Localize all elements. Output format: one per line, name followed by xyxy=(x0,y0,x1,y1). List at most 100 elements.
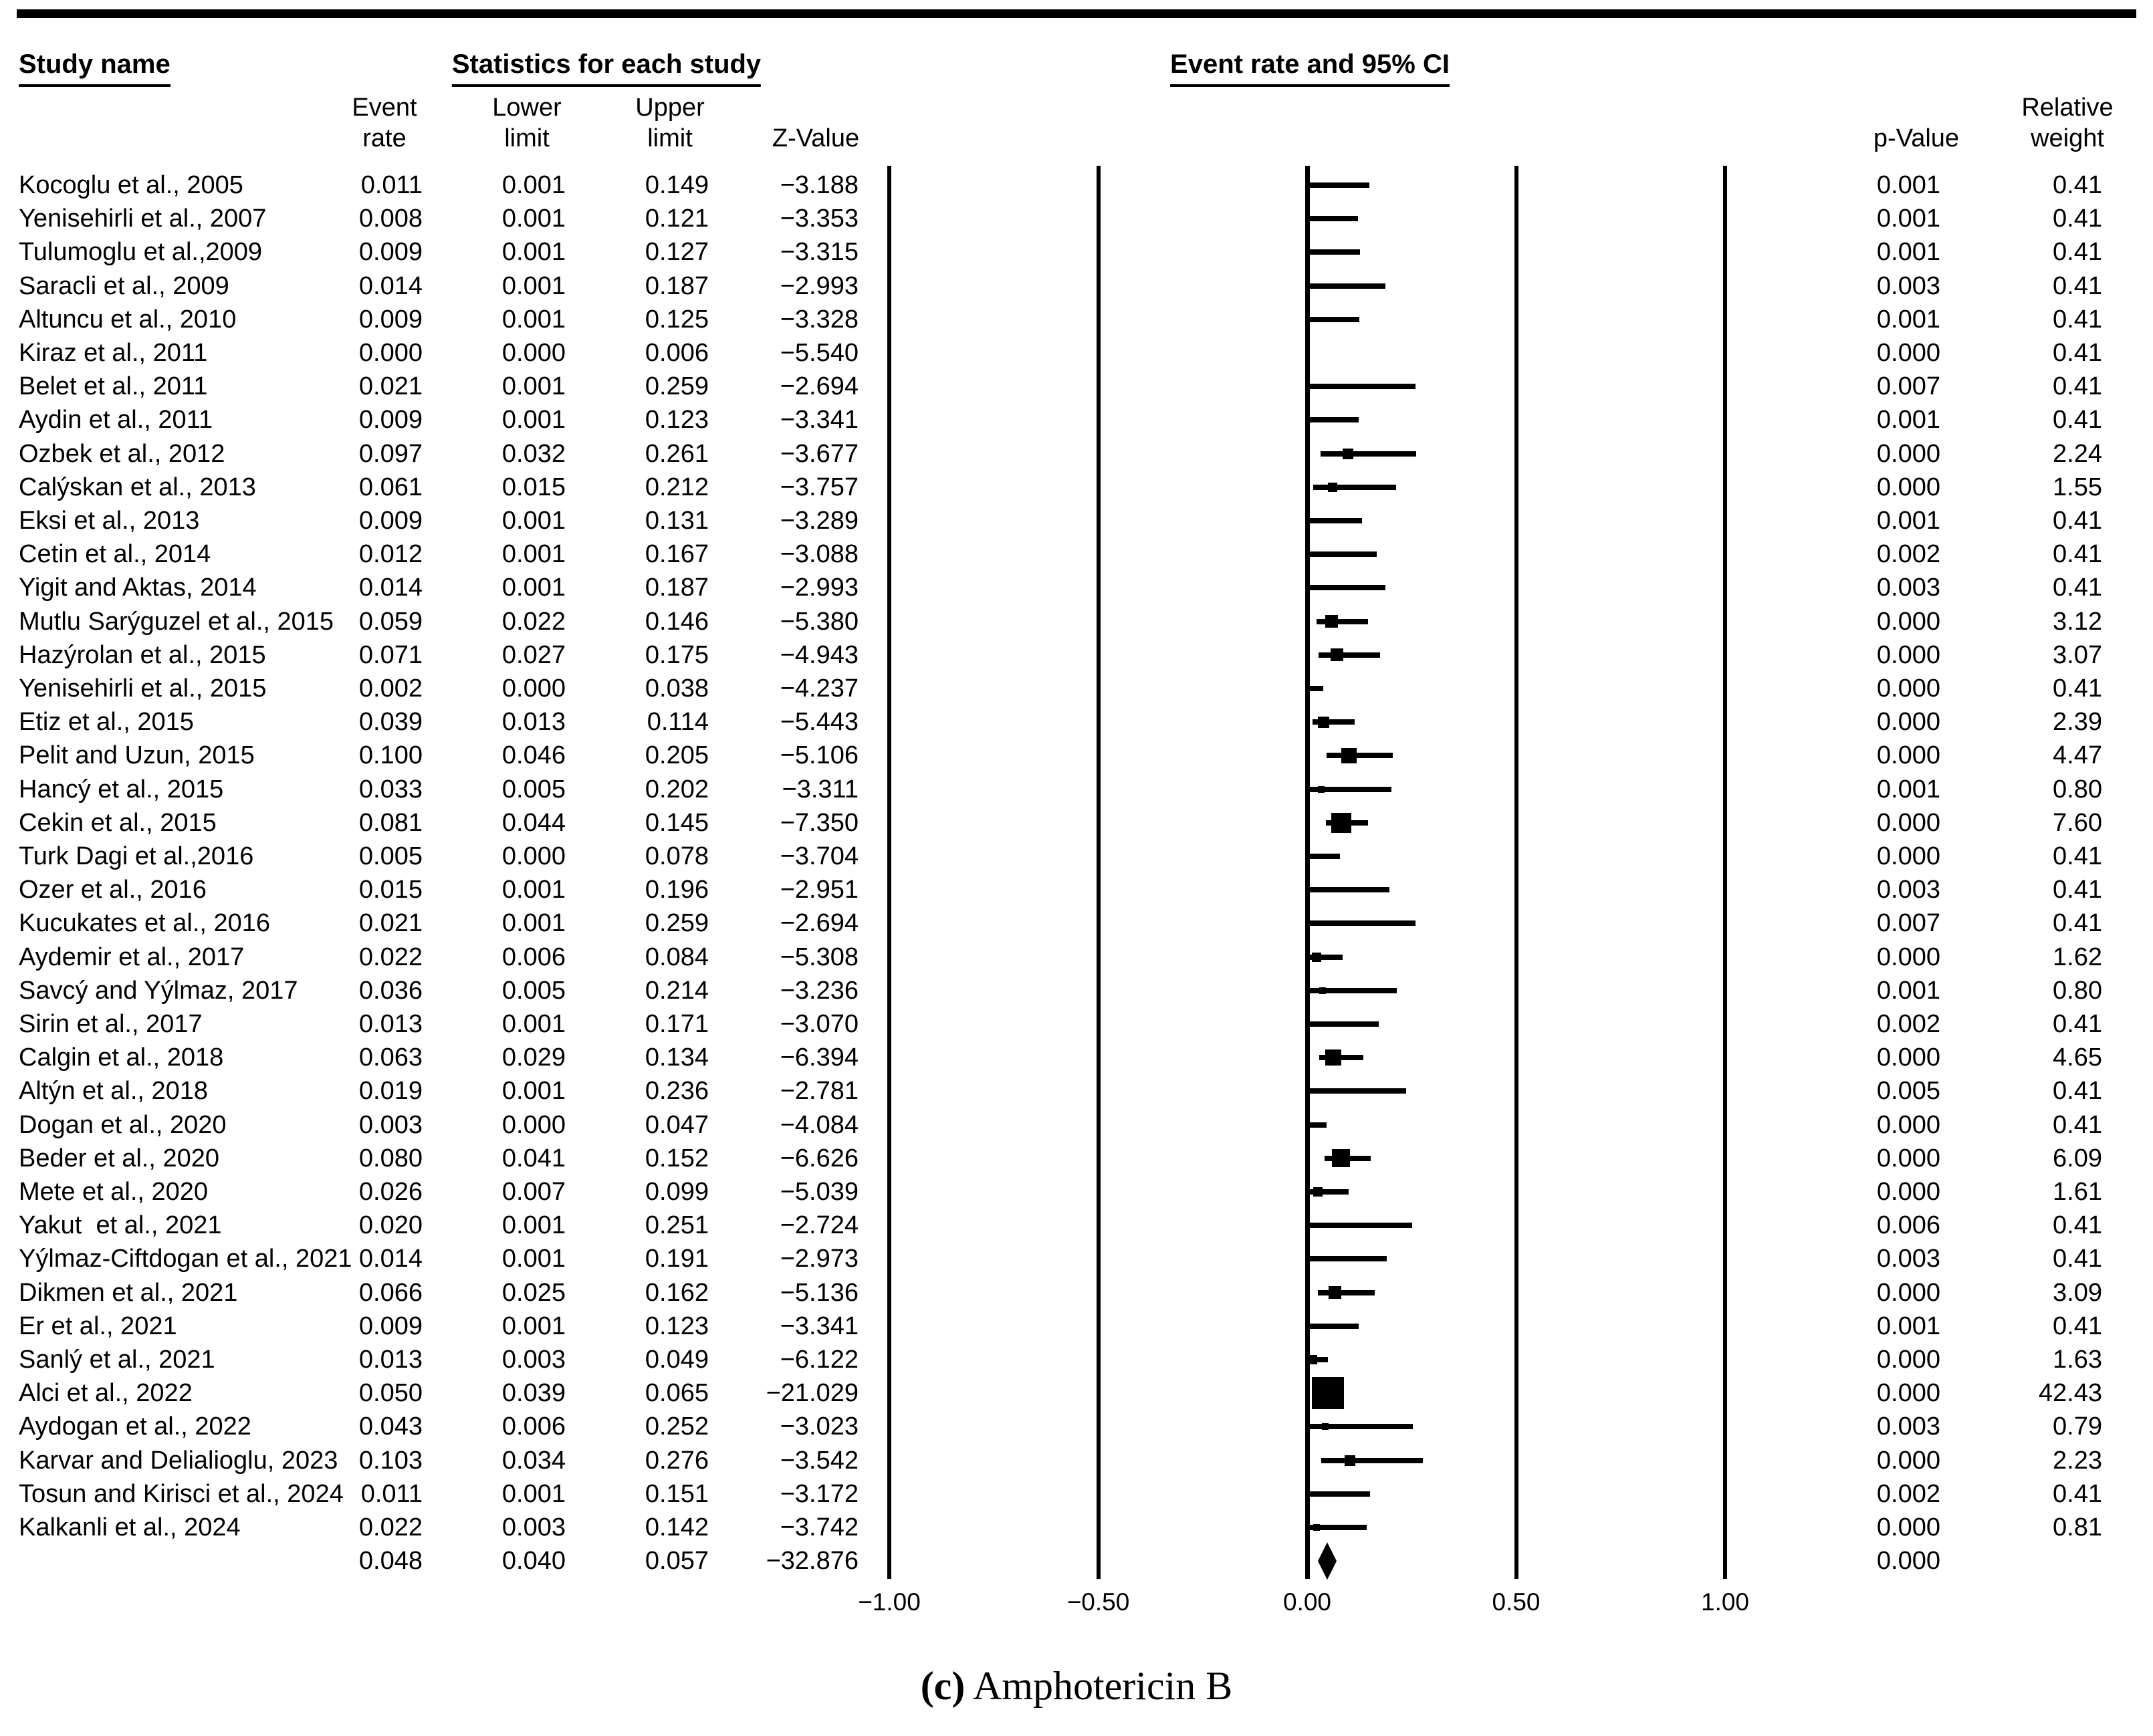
weight-marker xyxy=(1325,1049,1342,1066)
header-statistics: Statistics for each study xyxy=(451,49,762,87)
upper-limit-cell: 0.162 xyxy=(645,1278,709,1307)
upper-limit-cell: 0.276 xyxy=(645,1446,709,1475)
lower-limit-cell: 0.005 xyxy=(501,976,566,1005)
table-row: Beder et al., 2020 0.080 0.041 0.152 −6.626 0… xyxy=(0,1142,2153,1175)
column-header-lower-limit: Lower limit xyxy=(492,94,562,152)
z-value-cell: −6.626 xyxy=(780,1144,859,1172)
ci-line xyxy=(1307,384,1415,390)
relative-weight-cell: 2.24 xyxy=(2053,439,2102,468)
z-value-cell: −3.542 xyxy=(780,1446,859,1475)
table-row: Calgin et al., 2018 0.063 0.029 0.134 −6.394… xyxy=(0,1041,2153,1074)
upper-limit-cell: 0.006 xyxy=(645,339,709,367)
relative-weight-cell: 0.41 xyxy=(2053,1245,2102,1273)
study-name-cell: Altýn et al., 2018 xyxy=(19,1077,209,1106)
z-value-cell: −2.951 xyxy=(780,876,859,904)
ci-line xyxy=(1307,887,1389,893)
summary-diamond xyxy=(1318,1542,1337,1580)
upper-limit-cell: 0.196 xyxy=(645,876,709,904)
table-row: Yenisehirli et al., 2007 0.008 0.001 0.121 −… xyxy=(0,202,2153,235)
study-name-cell: Calýskan et al., 2013 xyxy=(19,473,256,501)
ci-line xyxy=(1307,283,1385,289)
z-value-cell: −7.350 xyxy=(780,808,859,837)
caption-drug: Amphotericin B xyxy=(973,1664,1233,1708)
ci-line xyxy=(1321,1457,1423,1463)
event-rate-cell: 0.009 xyxy=(358,305,423,334)
table-row: Altýn et al., 2018 0.019 0.001 0.236 −2.781 0… xyxy=(0,1074,2153,1108)
lower-limit-cell: 0.001 xyxy=(501,1211,566,1240)
lower-limit-cell: 0.003 xyxy=(501,1346,566,1374)
weight-marker xyxy=(1313,1524,1320,1531)
table-row: Yenisehirli et al., 2015 0.002 0.000 0.038 −… xyxy=(0,672,2153,705)
event-rate-cell: 0.066 xyxy=(358,1278,423,1307)
ci-line xyxy=(1307,686,1323,691)
upper-limit-cell: 0.191 xyxy=(645,1245,709,1273)
axis-line xyxy=(1305,166,1310,1579)
table-row: Cetin et al., 2014 0.012 0.001 0.167 −3.088 0… xyxy=(0,537,2153,571)
upper-limit-cell: 0.134 xyxy=(645,1043,709,1072)
relative-weight-cell: 1.62 xyxy=(2053,943,2102,971)
ci-line xyxy=(1307,1256,1387,1262)
table-row: Belet et al., 2011 0.021 0.001 0.259 −2.694 0… xyxy=(0,370,2153,403)
p-value-cell: 0.007 xyxy=(1876,372,1940,401)
relative-weight-cell: 0.41 xyxy=(2053,372,2102,401)
ci-line xyxy=(1307,1122,1327,1128)
column-header-p-value: p-Value xyxy=(1873,124,1960,152)
relative-weight-cell: 0.41 xyxy=(2053,507,2102,535)
study-name-cell: Calgin et al., 2018 xyxy=(19,1043,224,1072)
upper-limit-cell: 0.149 xyxy=(645,171,709,199)
lower-limit-cell: 0.000 xyxy=(501,674,566,703)
table-row: Mutlu Sarýguzel et al., 2015 0.059 0.022 0.… xyxy=(0,605,2153,638)
upper-limit-cell: 0.202 xyxy=(645,775,709,803)
lower-limit-cell: 0.001 xyxy=(501,372,566,401)
upper-limit-cell: 0.142 xyxy=(645,1513,709,1541)
event-rate-cell: 0.063 xyxy=(358,1043,423,1072)
upper-limit-cell: 0.049 xyxy=(645,1346,709,1374)
p-value-cell: 0.000 xyxy=(1876,1043,1940,1072)
z-value-cell: −3.172 xyxy=(780,1479,859,1508)
ci-line xyxy=(1307,518,1362,523)
axis-tick-label: 0.00 xyxy=(1282,1588,1332,1616)
column-header-upper-limit: Upper limit xyxy=(635,94,705,152)
relative-weight-cell: 0.41 xyxy=(2053,1110,2102,1139)
z-value-cell: −2.993 xyxy=(780,271,859,300)
relative-weight-cell: 0.41 xyxy=(2053,305,2102,334)
study-name-cell: Saracli et al., 2009 xyxy=(19,271,229,300)
study-name-cell: Hazýrolan et al., 2015 xyxy=(19,640,266,669)
table-row: Pelit and Uzun, 2015 0.100 0.046 0.205 −5.10… xyxy=(0,739,2153,772)
lower-limit-cell: 0.001 xyxy=(501,1245,566,1273)
event-rate-cell: 0.020 xyxy=(358,1211,423,1240)
upper-limit-cell: 0.057 xyxy=(645,1547,709,1576)
relative-weight-cell: 0.41 xyxy=(2053,842,2102,870)
study-name-cell: Belet et al., 2011 xyxy=(19,372,208,401)
upper-limit-cell: 0.259 xyxy=(645,372,709,401)
upper-limit-cell: 0.099 xyxy=(645,1178,709,1206)
study-name-cell: Er et al., 2021 xyxy=(19,1312,177,1340)
table-row: Ozbek et al., 2012 0.097 0.032 0.261 −3.677 0… xyxy=(0,437,2153,471)
upper-limit-cell: 0.152 xyxy=(645,1144,709,1172)
axis-line xyxy=(1096,166,1101,1579)
table-row: Sanlý et al., 2021 0.013 0.003 0.049 −6.122 0… xyxy=(0,1343,2153,1376)
table-row: Etiz et al., 2015 0.039 0.013 0.114 −5.443 0.… xyxy=(0,705,2153,739)
event-rate-cell: 0.026 xyxy=(358,1178,423,1206)
event-rate-cell: 0.013 xyxy=(358,1346,423,1374)
p-value-cell: 0.001 xyxy=(1876,305,1940,334)
study-name-cell: Beder et al., 2020 xyxy=(19,1144,219,1172)
lower-limit-cell: 0.006 xyxy=(501,943,566,971)
table-row: Mete et al., 2020 0.026 0.007 0.099 −5.039 0.… xyxy=(0,1175,2153,1209)
lower-limit-cell: 0.001 xyxy=(501,507,566,535)
relative-weight-cell: 0.41 xyxy=(2053,1010,2102,1038)
event-rate-cell: 0.009 xyxy=(358,406,423,435)
lower-limit-cell: 0.013 xyxy=(501,708,566,737)
ci-line xyxy=(1309,987,1397,993)
ci-line xyxy=(1313,719,1355,725)
study-name-cell: Dikmen et al., 2021 xyxy=(19,1278,238,1307)
table-row: Calýskan et al., 2013 0.061 0.015 0.212 −3.7… xyxy=(0,471,2153,504)
p-value-cell: 0.001 xyxy=(1876,205,1940,233)
axis-line xyxy=(1514,166,1518,1579)
ci-line xyxy=(1307,316,1360,322)
weight-marker xyxy=(1321,1423,1329,1431)
table-row: Aydemir et al., 2017 0.022 0.006 0.084 −5.30… xyxy=(0,941,2153,974)
event-rate-cell: 0.061 xyxy=(358,473,423,501)
ci-line xyxy=(1321,451,1417,457)
table-row: Yýlmaz-Ciftdogan et al., 2021 0.014 0.001 0… xyxy=(0,1242,2153,1275)
